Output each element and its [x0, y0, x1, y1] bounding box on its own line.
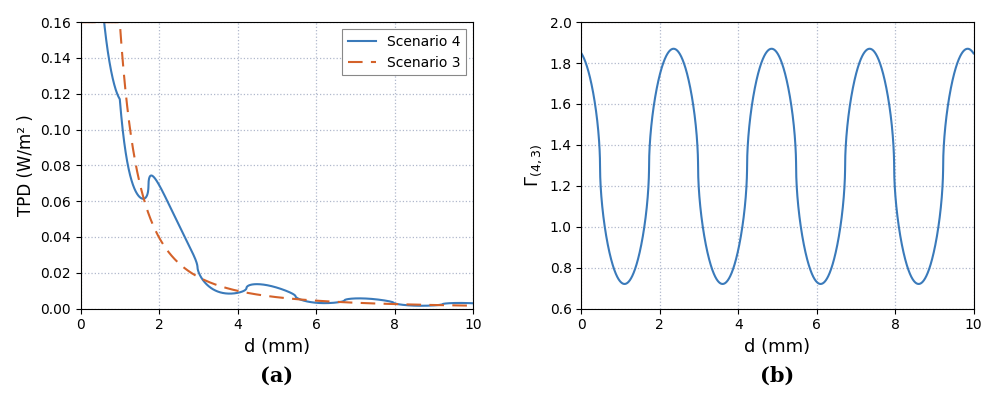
Y-axis label: $\Gamma_{(4,3)}$: $\Gamma_{(4,3)}$ — [523, 144, 544, 187]
Scenario 3 — [77, 20, 89, 24]
Scenario 4 — [416, 303, 428, 308]
Scenario 4 — [467, 301, 479, 306]
Text: (b): (b) — [760, 366, 794, 386]
Text: (a): (a) — [261, 366, 294, 386]
Line: Scenario 3: Scenario 3 — [81, 22, 473, 306]
Scenario 4 — [98, 21, 110, 26]
Scenario 3 — [447, 303, 459, 308]
Scenario 3 — [98, 20, 110, 24]
Legend: Scenario 4, Scenario 3: Scenario 4, Scenario 3 — [343, 29, 466, 75]
Scenario 4 — [447, 301, 459, 306]
Y-axis label: TPD (W/m² ): TPD (W/m² ) — [17, 115, 35, 216]
X-axis label: d (mm): d (mm) — [244, 338, 310, 356]
Scenario 4 — [267, 284, 279, 289]
Scenario 4 — [152, 180, 164, 185]
Scenario 3 — [91, 20, 103, 24]
Scenario 3 — [152, 233, 164, 237]
Scenario 3 — [267, 294, 279, 299]
Scenario 3 — [75, 20, 87, 24]
Scenario 3 — [467, 303, 479, 308]
X-axis label: d (mm): d (mm) — [744, 338, 810, 356]
Line: Scenario 4: Scenario 4 — [81, 0, 473, 306]
